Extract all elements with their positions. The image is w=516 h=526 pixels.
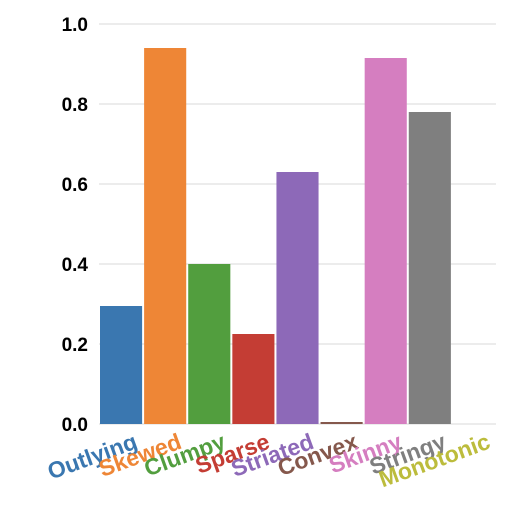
y-tick-label: 0.8 xyxy=(62,95,88,116)
bar-stringy xyxy=(408,112,451,424)
bar-skinny xyxy=(364,58,407,424)
y-tick-label: 0.2 xyxy=(62,335,88,356)
y-tick-label: 0.0 xyxy=(62,415,88,436)
y-tick-label: 0.6 xyxy=(62,175,88,196)
bar-sparse xyxy=(232,334,275,424)
bar-outlying xyxy=(100,306,143,424)
bar-skewed xyxy=(144,48,187,424)
bar-convex xyxy=(320,422,363,424)
bar-striated xyxy=(276,172,319,424)
y-axis-ticks: 0.0 0.2 0.4 0.6 0.8 1.0 xyxy=(62,15,89,436)
y-tick-label: 1.0 xyxy=(62,15,88,36)
bar-clumpy xyxy=(188,264,231,424)
x-axis-ticks: OutlyingSkewedClumpySparseStriatedConvex… xyxy=(44,428,494,492)
y-tick-label: 0.4 xyxy=(62,255,89,276)
bars xyxy=(100,48,451,424)
